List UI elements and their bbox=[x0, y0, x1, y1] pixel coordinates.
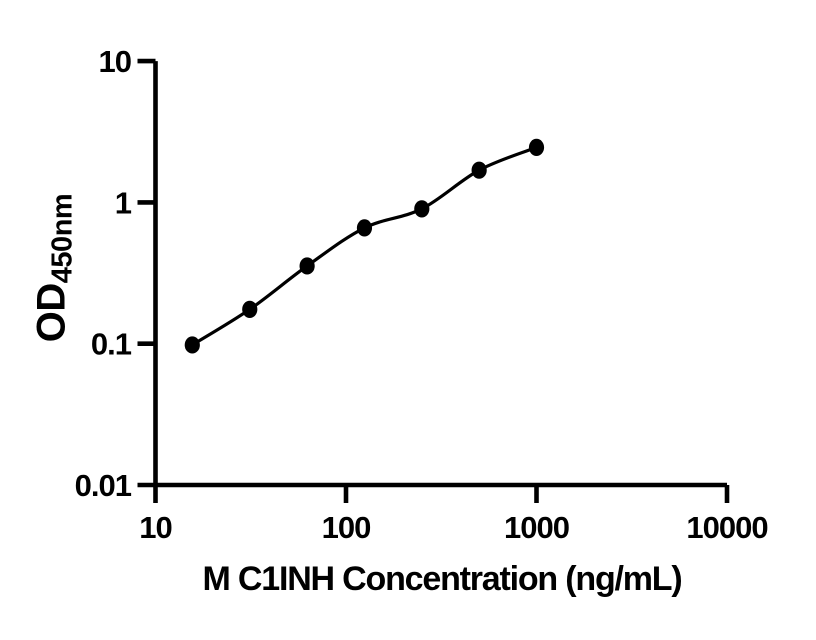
curve-line bbox=[191, 145, 538, 347]
x-tick-label: 10000 bbox=[686, 510, 767, 545]
y-tick-label: 10 bbox=[99, 44, 131, 79]
data-point bbox=[471, 161, 487, 179]
y-axis-title-sub: 450nm bbox=[46, 193, 79, 284]
y-axis-title-main: OD bbox=[29, 283, 74, 343]
x-axis-title: M C1INH Concentration (ng/mL) bbox=[202, 560, 683, 598]
data-point bbox=[184, 336, 200, 354]
y-tick-label: 1 bbox=[115, 185, 132, 220]
x-tick-label: 100 bbox=[322, 510, 371, 545]
y-tick-label: 0.1 bbox=[91, 327, 132, 362]
data-point bbox=[299, 257, 315, 275]
data-point bbox=[414, 200, 430, 218]
y-tick-label: 0.01 bbox=[75, 468, 132, 503]
x-tick-label: 10 bbox=[139, 510, 171, 545]
y-axis-title: OD450nm bbox=[29, 194, 79, 343]
data-point bbox=[528, 138, 545, 157]
axis-spine bbox=[153, 61, 727, 488]
data-point bbox=[356, 219, 373, 237]
data-point bbox=[242, 300, 258, 318]
x-tick-label: 1000 bbox=[504, 510, 569, 545]
